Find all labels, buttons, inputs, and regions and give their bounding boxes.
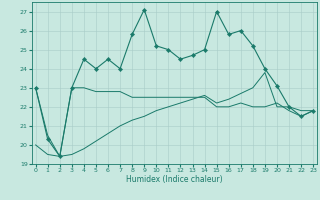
X-axis label: Humidex (Indice chaleur): Humidex (Indice chaleur)	[126, 175, 223, 184]
